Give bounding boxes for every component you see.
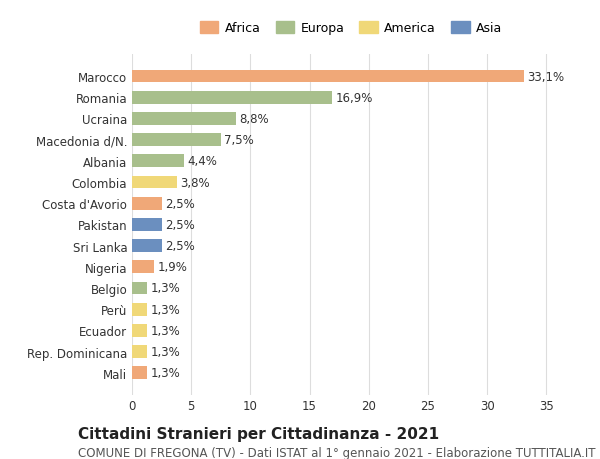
Bar: [132, 261, 154, 274]
Text: 33,1%: 33,1%: [527, 70, 565, 84]
Text: 8,8%: 8,8%: [240, 112, 269, 126]
Bar: [132, 92, 332, 104]
Bar: [132, 134, 221, 147]
Text: 1,9%: 1,9%: [158, 261, 188, 274]
Text: 16,9%: 16,9%: [335, 91, 373, 105]
Bar: [132, 303, 148, 316]
Text: COMUNE DI FREGONA (TV) - Dati ISTAT al 1° gennaio 2021 - Elaborazione TUTTITALIA: COMUNE DI FREGONA (TV) - Dati ISTAT al 1…: [78, 446, 595, 459]
Bar: [132, 346, 148, 358]
Bar: [132, 240, 161, 252]
Bar: [132, 325, 148, 337]
Bar: [132, 155, 184, 168]
Bar: [132, 71, 524, 83]
Text: 4,4%: 4,4%: [188, 155, 218, 168]
Legend: Africa, Europa, America, Asia: Africa, Europa, America, Asia: [194, 17, 508, 40]
Text: 1,3%: 1,3%: [151, 282, 181, 295]
Bar: [132, 113, 236, 125]
Bar: [132, 197, 161, 210]
Text: 1,3%: 1,3%: [151, 345, 181, 358]
Text: 2,5%: 2,5%: [165, 197, 195, 210]
Text: 1,3%: 1,3%: [151, 303, 181, 316]
Bar: [132, 176, 177, 189]
Bar: [132, 367, 148, 379]
Text: Cittadini Stranieri per Cittadinanza - 2021: Cittadini Stranieri per Cittadinanza - 2…: [78, 425, 439, 441]
Bar: [132, 282, 148, 295]
Text: 1,3%: 1,3%: [151, 366, 181, 380]
Text: 2,5%: 2,5%: [165, 240, 195, 252]
Bar: [132, 218, 161, 231]
Text: 7,5%: 7,5%: [224, 134, 254, 147]
Text: 2,5%: 2,5%: [165, 218, 195, 231]
Text: 1,3%: 1,3%: [151, 324, 181, 337]
Text: 3,8%: 3,8%: [181, 176, 210, 189]
